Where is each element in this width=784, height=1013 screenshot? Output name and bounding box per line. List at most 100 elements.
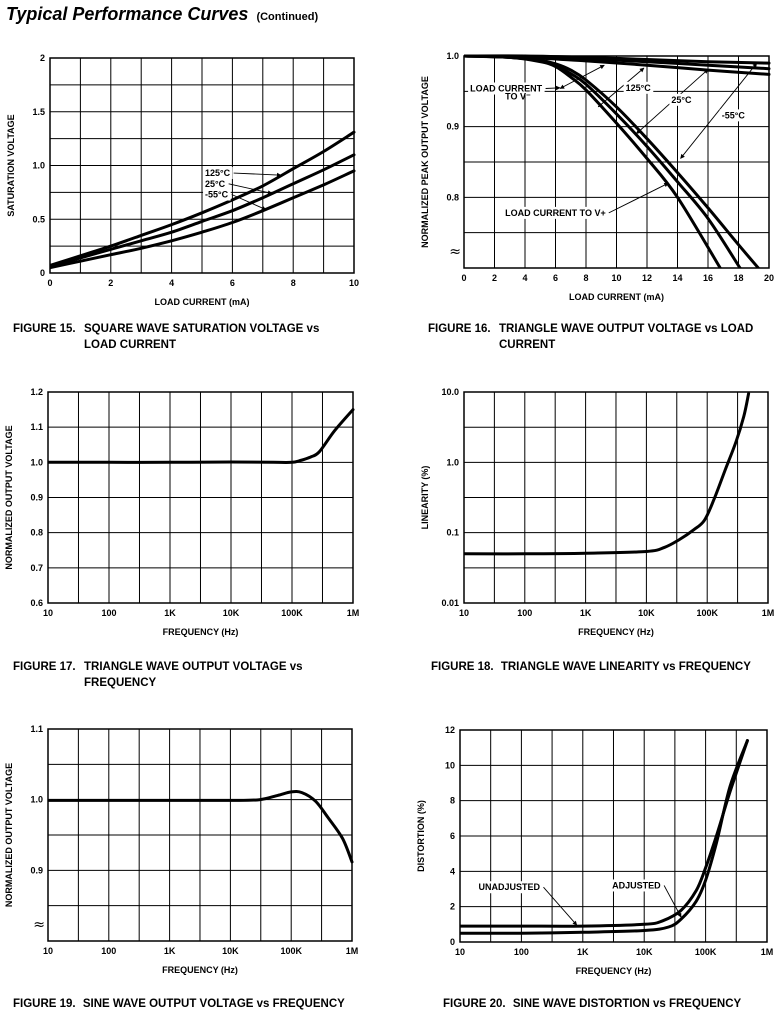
y-tick-label: 1.0 [30,795,43,805]
series-line [460,739,749,935]
plot-area: 0 2 4 6 8 10 0 0.5 1.0 1.5 2 LOAD CURRENT (mA) SATUR… [6,53,359,307]
plot-frame [463,55,770,269]
y-tick-label: 0.8 [446,192,459,202]
plot-area: 0 2 4 6 8 10 12 14 16 18 20 0.8 0.9 1.0 LOAD CURRENT (… [420,51,774,302]
x-tick-label: 10 [611,273,621,283]
annotation-label: ADJUSTED [612,880,661,890]
x-tick-label: 1K [164,608,176,618]
x-tick-label: 10K [638,608,655,618]
plot-area: 10 100 1K 10K 100K 1M 0.9 1.0 1.1 FREQUENCY (Hz) N… [4,724,358,975]
y-tick-label: 1.5 [32,107,45,117]
x-tick-label: 100K [281,608,303,618]
annotation-label-bg [669,93,695,106]
x-tick-label: 1K [577,947,589,957]
x-tick-label: 14 [672,273,682,283]
series-line [50,153,356,269]
x-tick-label: 100 [101,608,116,618]
y-axis-label: SATURATION VOLTAGE [6,114,16,216]
plot-area: 10 100 1K 10K 100K 1M 0.6 0.7 0.8 0.9 1.0 1.1 1.2 FRE… [4,387,359,637]
y-tick-label: 0 [450,937,455,947]
page-subtitle: (Continued) [256,11,319,23]
plot-area: 10 100 1K 10K 100K 1M 0.01 0.1 1.0 10.0 FREQUENCY … [420,387,774,637]
y-tick-label: 0 [40,268,45,278]
x-tick-label: 8 [291,278,296,288]
figure-15-caption: FIGURE 15. SQUARE WAVE SATURATION VOLTAG… [13,321,319,351]
annotation-label: 25°C [205,179,226,189]
series-group [464,392,751,556]
x-tick-label: 6 [230,278,235,288]
caption-line-1: SINE WAVE DISTORTION vs FREQUENCY [512,998,742,1010]
annotation-arrow [233,172,282,178]
series-line [50,130,356,267]
y-tick-label: 1.1 [30,422,43,432]
series-group [460,739,749,935]
annotation-label-bg [203,188,231,201]
y-tick-label: 1.0 [32,161,45,171]
annotation-label-bg [468,82,545,95]
x-axis-label: FREQUENCY (Hz) [576,966,652,976]
y-tick-label: 10.0 [441,387,459,397]
y-tick-label: 1.0 [30,457,43,467]
x-tick-label: 100K [696,608,718,618]
annotation-arrow [231,194,267,211]
annotation-label: TO V⁻ [505,91,531,101]
annotation-arrow [608,182,669,214]
y-tick-label: 0.9 [446,122,459,132]
caption-line-2: CURRENT [499,339,556,351]
y-tick-label: 12 [445,725,455,735]
y-tick-label: 0.9 [30,493,43,503]
annotation-label: LOAD CURRENT [470,84,542,94]
y-tick-label: 0.01 [441,598,459,608]
y-tick-label: 1.0 [446,51,459,61]
plot-frame [459,729,768,943]
annotation-label-bg [203,177,228,190]
y-tick-label: 0.7 [30,563,43,573]
caption-line-2: FREQUENCY [84,677,157,689]
annotation-label-bg [719,109,748,122]
figure-19-caption: FIGURE 19. SINE WAVE OUTPUT VOLTAGE vs F… [13,996,345,1012]
x-tick-label: 16 [703,273,713,283]
plot-frame [49,57,355,274]
annotation-arrow [545,85,561,91]
figure-18-caption: FIGURE 18. TRIANGLE WAVE LINEARITY vs FR… [431,659,751,675]
x-tick-label: 2 [108,278,113,288]
y-axis-label: NORMALIZED OUTPUT VOLTAGE [4,425,14,569]
annotation-label-bg [476,881,543,894]
x-tick-label: 10K [222,946,239,956]
annotation-label: 125°C [626,83,652,93]
annotation-label-bg [610,879,664,892]
series-group [48,790,354,864]
x-tick-label: 100 [517,608,532,618]
x-axis-label: FREQUENCY (Hz) [163,627,239,637]
annotation-label: 25°C [671,95,692,105]
series-group [48,408,355,464]
x-axis-label: FREQUENCY (Hz) [162,965,238,975]
figure-20-caption: FIGURE 20. SINE WAVE DISTORTION vs FREQU… [443,996,741,1012]
x-axis-label: FREQUENCY (Hz) [578,627,654,637]
figure-label: FIGURE 18. [431,661,494,673]
x-tick-label: 1M [347,608,360,618]
axis-break-symbol: ≈ [33,917,45,933]
y-axis-label: NORMALIZED PEAK OUTPUT VOLTAGE [420,76,430,248]
caption-line-1: TRIANGLE WAVE OUTPUT VOLTAGE vs LOAD [499,323,754,335]
x-tick-label: 10 [455,947,465,957]
y-tick-label: 0.8 [30,528,43,538]
y-tick-label: 1.2 [30,387,43,397]
x-tick-label: 18 [733,273,743,283]
x-tick-label: 1K [164,946,176,956]
series-line [48,408,355,464]
y-tick-label: 0.1 [446,528,459,538]
x-tick-label: 10 [43,608,53,618]
series-line [460,739,749,928]
x-tick-label: 2 [492,273,497,283]
x-tick-label: 0 [461,273,466,283]
x-axis-label: LOAD CURRENT (mA) [155,297,250,307]
annotation-label: -55°C [722,110,746,120]
x-tick-label: 10 [349,278,359,288]
x-tick-label: 100 [514,947,529,957]
figure-17-caption: FIGURE 17. TRIANGLE WAVE OUTPUT VOLTAGE … [13,659,303,689]
